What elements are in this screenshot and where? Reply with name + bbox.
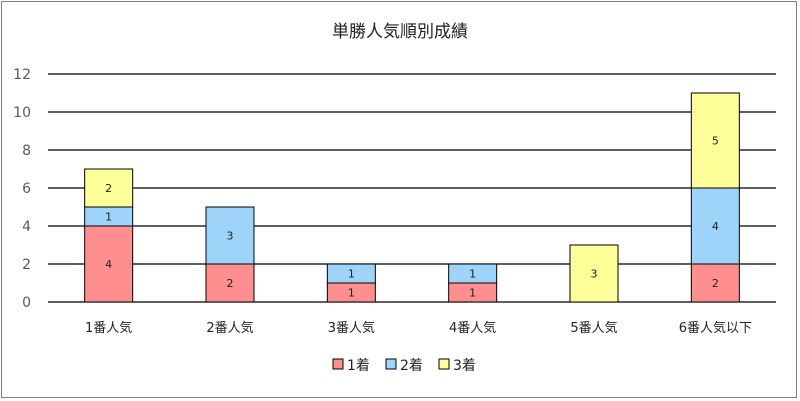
data-label: 2 [712, 277, 719, 290]
y-tick-label: 10 [13, 105, 31, 121]
x-tick-label: 1番人気 [85, 320, 132, 336]
bar-segment [569, 244, 619, 303]
bar-segment [448, 263, 498, 284]
x-tick-label: 4番人気 [449, 320, 496, 336]
gridlines [48, 73, 776, 303]
legend-label: 3着 [453, 358, 476, 374]
legend-swatch [332, 358, 344, 370]
bar-segment [690, 263, 740, 303]
data-label: 1 [105, 211, 112, 224]
data-label: 2 [105, 182, 112, 195]
x-tick-label: 2番人気 [206, 320, 253, 336]
bar-segment [84, 225, 134, 303]
legend-swatch [385, 358, 397, 370]
y-tick-label: 6 [22, 181, 31, 197]
bar-segment [84, 168, 134, 208]
legend-swatch [438, 358, 450, 370]
data-label: 1 [469, 287, 476, 300]
data-label: 3 [227, 230, 234, 243]
x-tick-label: 6番人気以下 [679, 320, 752, 336]
y-tick-label: 0 [22, 295, 31, 311]
data-label: 5 [712, 135, 719, 148]
data-label: 4 [105, 258, 112, 271]
y-tick-label: 2 [22, 257, 31, 273]
data-label: 1 [348, 268, 355, 281]
data-label: 1 [469, 268, 476, 281]
y-tick-label: 8 [22, 143, 31, 159]
x-tick-label: 5番人気 [570, 320, 617, 336]
legend-label: 1着 [347, 358, 370, 374]
data-label: 2 [227, 277, 234, 290]
bar-segment [205, 263, 255, 303]
bar-segment [690, 92, 740, 189]
y-axis-ticks: 0 2 4 6 8 10 12 [13, 67, 31, 311]
y-tick-label: 12 [13, 67, 31, 83]
chart-title: 単勝人気順別成績 [332, 22, 468, 42]
data-label: 3 [591, 268, 598, 281]
bar-segment [205, 206, 255, 265]
bars: 4 1 2 2 3 1 1 1 1 3 2 4 5 [84, 92, 740, 303]
x-tick-label: 3番人気 [328, 320, 375, 336]
legend-label: 2着 [400, 358, 423, 374]
data-label: 4 [712, 220, 719, 233]
y-tick-label: 4 [22, 219, 31, 235]
x-axis-ticks: 1番人気 2番人気 3番人気 4番人気 5番人気 6番人気以下 [85, 320, 752, 336]
bar-segment [326, 263, 376, 284]
legend: 1着 2着 3着 [332, 358, 476, 374]
data-label: 1 [348, 287, 355, 300]
